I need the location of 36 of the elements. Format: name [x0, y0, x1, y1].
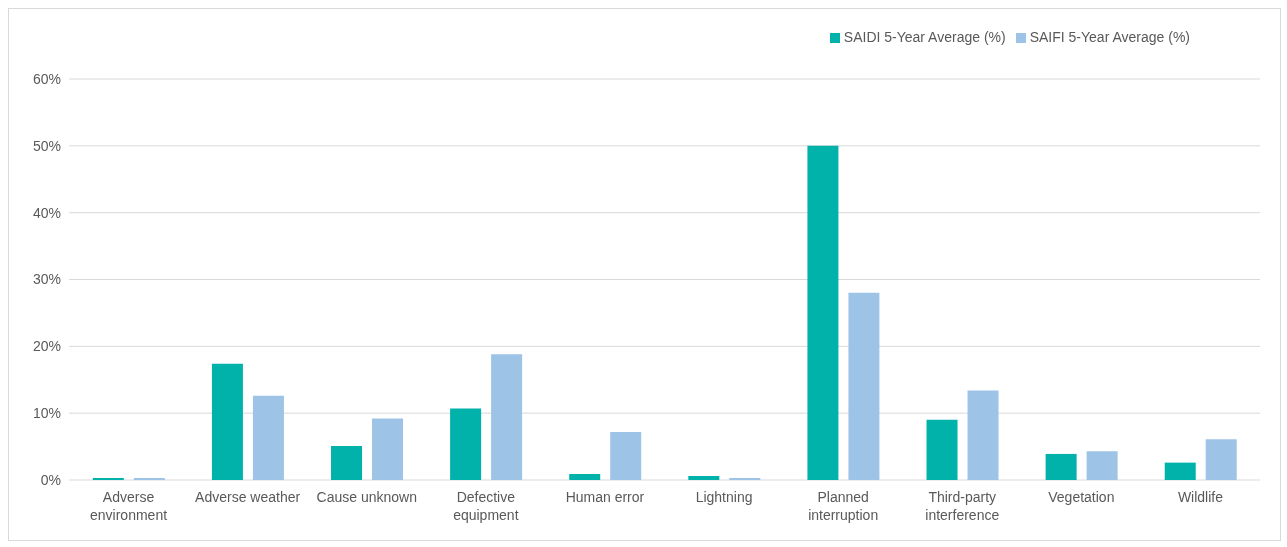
- bar: [252, 395, 284, 480]
- bar: [372, 418, 404, 480]
- y-tick-label: 0%: [40, 471, 61, 488]
- bar: [688, 475, 720, 480]
- bar: [491, 354, 523, 480]
- legend-label: SAIDI 5-Year Average (%): [843, 29, 1006, 45]
- x-tick-label: Wildlife: [1177, 489, 1224, 505]
- bar: [1205, 439, 1237, 480]
- x-tick-label: Planned interruption: [808, 489, 879, 523]
- bar: [848, 292, 880, 480]
- y-tick-label: 20%: [32, 338, 61, 355]
- y-tick-label: 10%: [32, 405, 61, 422]
- x-tick-label: Adverse environment: [90, 489, 168, 523]
- x-tick-label: Cause unknown: [316, 489, 417, 505]
- bar: [967, 390, 999, 480]
- x-tick-label: Third-party interference: [925, 489, 1000, 523]
- bar: [1086, 451, 1118, 480]
- bar: [211, 363, 243, 480]
- bar: [926, 419, 958, 480]
- y-tick-label: 40%: [32, 204, 61, 221]
- x-tick-label: Vegetation: [1048, 489, 1115, 505]
- y-tick-label: 30%: [32, 271, 61, 288]
- bar: [610, 431, 642, 480]
- y-tick-label: 60%: [32, 70, 61, 87]
- bar: [450, 408, 482, 480]
- bar: [569, 473, 601, 480]
- bar: [1164, 462, 1196, 480]
- y-tick-label: 50%: [32, 137, 61, 154]
- x-tick-label: Lightning: [695, 489, 753, 505]
- x-tick-label: Defective equipment: [453, 489, 519, 523]
- x-tick-label: Adverse weather: [195, 489, 301, 505]
- bar: [331, 445, 363, 480]
- x-tick-label: Human error: [565, 489, 645, 505]
- bar: [1045, 453, 1077, 480]
- bar: [807, 145, 839, 480]
- legend-label: SAIFI 5-Year Average (%): [1029, 29, 1190, 45]
